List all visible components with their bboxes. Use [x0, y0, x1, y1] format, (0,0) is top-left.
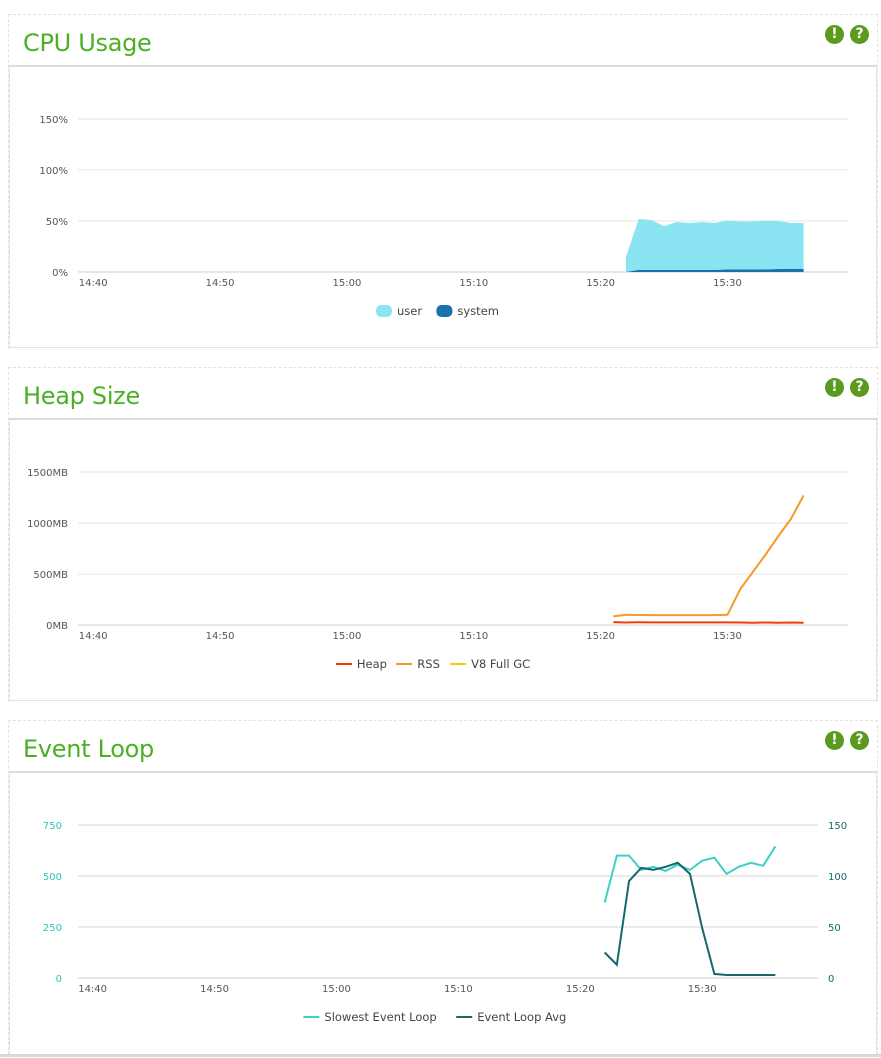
event-loop-chart-area: 0 250 500 750 0 50 100 150 14:40 14:50 15:00 15:10 1…: [9, 771, 877, 1055]
x-tick-label: 14:50: [200, 984, 229, 995]
y-tick-label: 1500MB: [27, 468, 68, 479]
heap-size-chart: 0MB 500MB 1000MB 1500MB 14:40 14:50 15:00 15:10…: [27, 468, 848, 671]
legend-swatch: [436, 305, 453, 317]
y-tick-label-right: 0: [828, 974, 834, 985]
x-tick-label: 14:40: [79, 278, 108, 289]
x-tick-label: 15:10: [459, 631, 488, 642]
y-tick-label-right: 50: [828, 923, 841, 934]
legend-swatch: [376, 305, 392, 317]
series-area-user: [626, 218, 804, 272]
help-icon[interactable]: ?: [850, 25, 869, 44]
event-loop-header: Event Loop ! ?: [9, 721, 877, 771]
x-tick-label: 15:00: [333, 278, 362, 289]
x-tick-label: 15:30: [688, 984, 717, 995]
help-icon[interactable]: ?: [850, 378, 869, 397]
page-bottom-rule: [0, 1054, 881, 1057]
cpu-usage-chart: 0% 50% 100% 150% 14:40 14:50 15:00 15:10 15:20 15…: [39, 115, 848, 318]
alert-icon[interactable]: !: [825, 25, 844, 44]
heap-size-chart-area: 0MB 500MB 1000MB 1500MB 14:40 14:50 15:00 15:10…: [9, 418, 877, 701]
series-line-rss: [613, 494, 805, 618]
y-tick-label-left: 250: [43, 923, 62, 934]
event-loop-icons: ! ?: [825, 731, 869, 750]
heap-size-icons: ! ?: [825, 378, 869, 397]
cpu-usage-chart-area: 0% 50% 100% 150% 14:40 14:50 15:00 15:10 15:20 15…: [9, 65, 877, 348]
series-line-event-loop-avg: [603, 861, 776, 976]
y-tick-label: 1000MB: [27, 519, 68, 530]
heap-size-title: Heap Size: [23, 382, 140, 410]
legend-label: RSS: [417, 657, 440, 671]
x-tick-label: 15:30: [713, 631, 742, 642]
x-tick-label: 15:20: [566, 984, 595, 995]
x-tick-label: 15:10: [444, 984, 473, 995]
legend-label: Slowest Event Loop: [324, 1010, 436, 1024]
x-tick-label: 15:00: [333, 631, 362, 642]
y-tick-label-left: 0: [56, 974, 62, 985]
cpu-usage-icons: ! ?: [825, 25, 869, 44]
y-tick-label: 0MB: [46, 621, 68, 632]
alert-icon[interactable]: !: [825, 731, 844, 750]
legend-label: Heap: [357, 657, 387, 671]
x-tick-label: 14:40: [78, 984, 107, 995]
x-tick-label: 15:00: [322, 984, 351, 995]
alert-icon[interactable]: !: [825, 378, 844, 397]
series-line-slowest-event-loop: [603, 845, 777, 903]
legend-label: system: [457, 304, 499, 318]
x-tick-label: 15:20: [586, 631, 615, 642]
y-tick-label: 150%: [39, 115, 68, 126]
series-line-heap: [613, 621, 804, 624]
cpu-usage-title: CPU Usage: [23, 29, 152, 57]
y-tick-label-left: 750: [43, 821, 62, 832]
legend-label: Event Loop Avg: [477, 1010, 566, 1024]
y-tick-label: 500MB: [33, 570, 68, 581]
event-loop-panel: Event Loop ! ? 0 250 500 750 0 50 100 150 14:40 1…: [8, 720, 878, 1055]
x-tick-label: 15:30: [713, 278, 742, 289]
event-loop-chart: 0 250 500 750 0 50 100 150 14:40 14:50 15:00 15:10 1…: [43, 821, 847, 1024]
heap-size-header: Heap Size ! ?: [9, 368, 877, 418]
y-tick-label-right: 100: [828, 872, 847, 883]
x-tick-label: 14:50: [206, 631, 235, 642]
heap-size-panel: Heap Size ! ? 0MB 500MB 1000MB 1500MB 14:40 1…: [8, 367, 878, 702]
x-tick-label: 15:20: [586, 278, 615, 289]
cpu-usage-header: CPU Usage ! ?: [9, 15, 877, 65]
cpu-usage-panel: CPU Usage ! ? 0% 50% 100% 150% 14:40 14:50 15:…: [8, 14, 878, 349]
y-tick-label: 0%: [52, 268, 68, 279]
y-tick-label-right: 150: [828, 821, 847, 832]
help-icon[interactable]: ?: [850, 731, 869, 750]
x-tick-label: 15:10: [459, 278, 488, 289]
y-tick-label-left: 500: [43, 872, 62, 883]
x-tick-label: 14:50: [206, 278, 235, 289]
y-tick-label: 50%: [46, 217, 68, 228]
y-tick-label: 100%: [39, 166, 68, 177]
event-loop-title: Event Loop: [23, 735, 154, 763]
legend-label: V8 Full GC: [471, 657, 530, 671]
x-tick-label: 14:40: [79, 631, 108, 642]
series-area-system: [626, 268, 804, 272]
legend-label: user: [397, 304, 422, 318]
